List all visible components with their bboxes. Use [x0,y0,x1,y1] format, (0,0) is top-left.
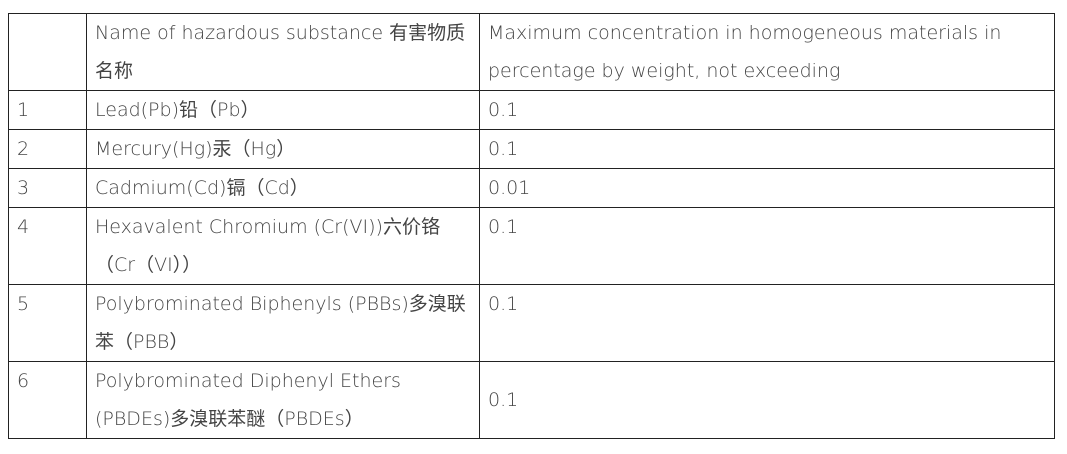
table-cell: Polybrominated Biphenyls (PBBs)多溴联苯（PBB） [86,284,480,362]
table-cell: Mercury(Hg)汞（Hg） [86,129,480,169]
table-cell: 4 [8,207,87,285]
header-cell [8,13,87,91]
table-row: 4 Hexavalent Chromium (Cr(VI))六价铬（Cr（VI））… [8,207,1055,285]
table-cell: 2 [8,129,87,169]
table-cell: 6 [8,361,87,439]
table-row: 5 Polybrominated Biphenyls (PBBs)多溴联苯（PBB… [8,284,1055,362]
table-cell: Cadmium(Cd)镉（Cd） [86,168,480,208]
table-cell: 3 [8,168,87,208]
header-cell: Maximum concentration in homogeneous mat… [479,13,1055,91]
table-row: 3 Cadmium(Cd)镉（Cd） 0.01 [8,168,1055,208]
table-cell: 0.1 [479,361,1055,439]
table-cell: 0.1 [479,284,1055,362]
table-cell: 0.01 [479,168,1055,208]
hazard-table: Name of hazardous substance 有害物质名称 Maxim… [8,13,1055,439]
table-cell: 0.1 [479,90,1055,130]
table-cell: Polybrominated Diphenyl Ethers (PBDEs)多溴… [86,361,480,439]
header-cell: Name of hazardous substance 有害物质名称 [86,13,480,91]
table-row: 2 Mercury(Hg)汞（Hg） 0.1 [8,129,1055,169]
table-cell: 0.1 [479,129,1055,169]
table-cell: Hexavalent Chromium (Cr(VI))六价铬（Cr（VI）） [86,207,480,285]
table-row: 1 Lead(Pb)铅（Pb） 0.1 [8,90,1055,130]
table-cell: Lead(Pb)铅（Pb） [86,90,480,130]
header-row: Name of hazardous substance 有害物质名称 Maxim… [8,13,1055,91]
table-cell: 5 [8,284,87,362]
table-row: 6 Polybrominated Diphenyl Ethers (PBDEs)多… [8,361,1055,439]
table-cell: 1 [8,90,87,130]
table-cell: 0.1 [479,207,1055,285]
